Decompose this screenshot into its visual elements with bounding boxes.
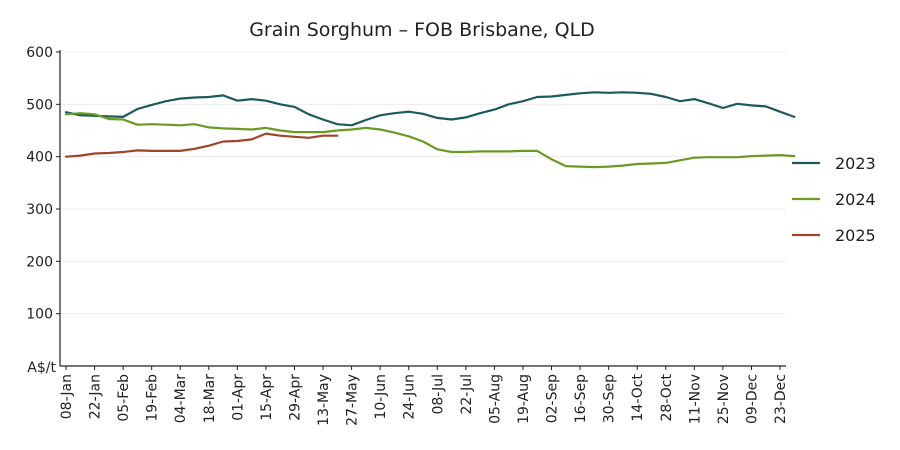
x-tick-label: 16-Sep [573,374,589,423]
chart-title: Grain Sorghum – FOB Brisbane, QLD [249,19,595,41]
legend-label-2024: 2024 [835,190,876,209]
y-tick-label: 200 [26,254,53,270]
x-tick-label: 05-Feb [116,374,132,422]
y-axis-unit-label: A$/t [27,360,56,376]
x-tick-label: 22-Jan [88,374,104,419]
x-tick-label: 23-Dec [773,374,789,424]
x-tick-label: 27-May [345,374,361,426]
x-tick-label: 04-Mar [173,374,189,424]
x-tick-label: 19-Aug [516,374,532,424]
x-tick-label: 02-Sep [545,374,561,423]
y-tick-label: 500 [26,97,53,113]
x-tick-label: 29-Apr [287,374,303,421]
y-tick-label: 400 [26,150,53,166]
x-tick-label: 08-Jul [430,374,446,415]
legend: 2023 2024 2025 [792,154,876,245]
x-tick-label: 28-Oct [659,373,675,421]
x-tick-label: 01-Apr [230,374,246,421]
x-tick-label: 14-Oct [630,373,646,421]
x-tick-label: 22-Jul [459,374,475,415]
x-tick-label: 05-Aug [487,374,503,424]
y-axis: 100 200 300 400 500 600 [26,45,61,366]
series-line-2025 [64,132,339,158]
legend-label-2023: 2023 [835,154,876,173]
x-tick-label: 24-Jun [402,374,418,420]
x-tick-label: 08-Jan [59,374,75,419]
series-line-2024 [64,112,796,169]
y-tick-label: 600 [26,45,53,61]
y-tick-label: 100 [26,307,53,323]
x-tick-label: 15-Apr [259,374,275,421]
grid [60,51,786,315]
series [64,91,796,169]
x-tick-label: 18-Mar [202,374,218,424]
x-tick-label: 11-Nov [687,374,703,424]
y-tick-label: 300 [26,202,53,218]
legend-label-2025: 2025 [835,226,876,245]
x-tick-label: 19-Feb [145,374,161,422]
x-tick-label: 30-Sep [602,374,618,423]
x-tick-label: 10-Jun [373,374,389,420]
series-line-2023 [64,91,796,127]
x-tick-label: 13-May [316,374,332,426]
x-tick-label: 09-Dec [744,374,760,424]
x-tick-label: 25-Nov [716,374,732,424]
x-axis: 08-Jan 22-Jan 05-Feb 19-Feb 04-Mar 18-Mar 01-A… [59,365,789,426]
